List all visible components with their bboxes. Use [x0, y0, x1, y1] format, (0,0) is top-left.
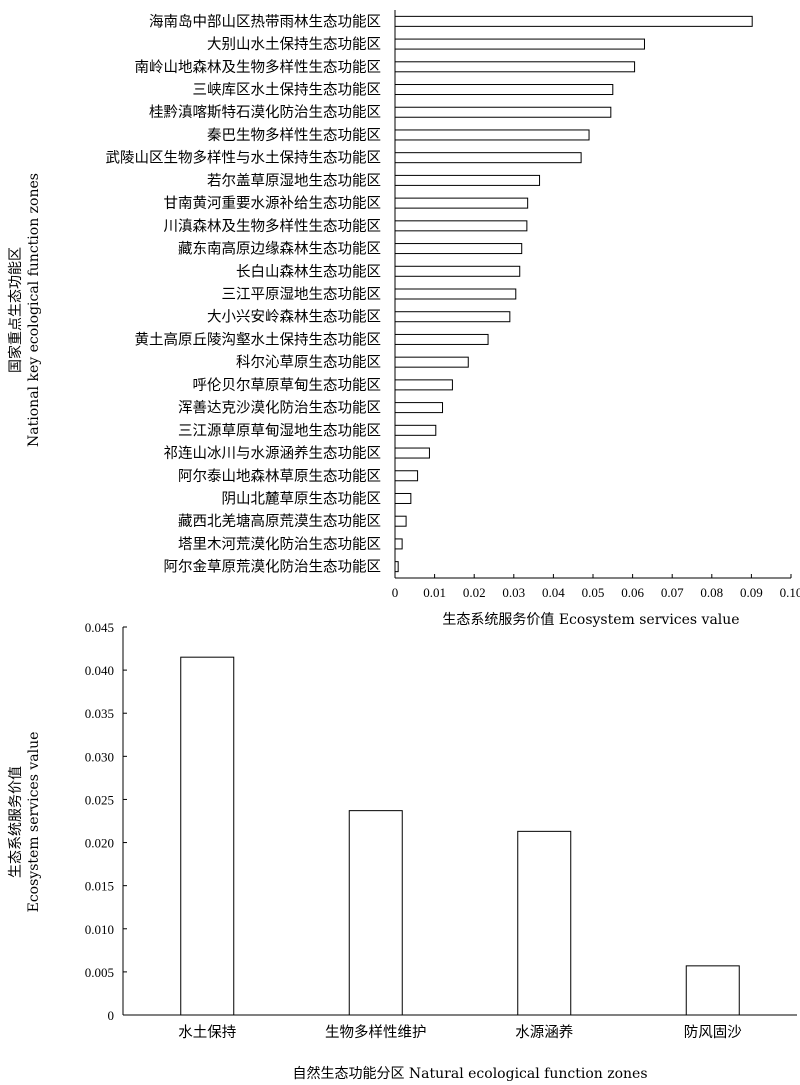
category-label: 若尔盖草原湿地生态功能区	[207, 172, 381, 189]
tick-label: 0.06	[621, 585, 644, 600]
bar	[394, 38, 645, 50]
y-axis-title-en: Ecosystem services value	[26, 732, 42, 913]
bar	[394, 265, 521, 277]
x-axis-title: 自然生态功能分区 Natural ecological function zon…	[292, 1065, 647, 1082]
tick-label: 0.09	[740, 585, 763, 600]
category-label: 南岭山地森林及生物多样性生态功能区	[135, 59, 382, 76]
category-labels: 水土保持 生物多样性维护 水源涵养 防风固沙	[178, 1024, 742, 1041]
bar	[394, 311, 511, 323]
y-ticks: 0 0.005 0.010 0.015 0.020 0.025 0.030 0.035 0.04…	[85, 620, 127, 1023]
category-label: 三江源草原草甸湿地生态功能区	[178, 422, 381, 439]
category-label: 大小兴安岭森林生态功能区	[207, 309, 381, 326]
vertical-bar-chart: 0 0.005 0.010 0.015 0.020 0.025 0.030 0.035 0.04…	[8, 620, 797, 1082]
tick-label: 0.03	[502, 585, 525, 600]
y-axis-title-cn: 国家重点生态功能区	[7, 247, 24, 373]
bar	[394, 538, 403, 550]
bar	[394, 492, 412, 504]
tick-label: 0.07	[661, 585, 684, 600]
tick-label: 0.040	[85, 663, 114, 678]
category-label: 三峡库区水土保持生态功能区	[193, 82, 382, 99]
bar	[348, 810, 403, 1016]
tick-label: 0.010	[85, 922, 114, 937]
tick-label: 0.05	[582, 585, 605, 600]
bar	[394, 424, 437, 436]
category-label: 甘南黄河重要水源补给生态功能区	[164, 195, 382, 212]
category-label: 呼伦贝尔草原草甸生态功能区	[193, 377, 382, 394]
bar	[394, 152, 582, 164]
bar	[394, 243, 523, 255]
bar	[394, 197, 529, 209]
category-label: 藏东南高原边缘森林生态功能区	[178, 241, 381, 258]
category-label: 黄土高原丘陵沟壑水土保持生态功能区	[135, 331, 382, 348]
category-label: 塔里木河荒漠化防治生态功能区	[178, 536, 381, 553]
category-label: 武陵山区生物多样性与水土保持生态功能区	[106, 150, 382, 167]
bar	[685, 965, 740, 1016]
bar	[394, 174, 541, 186]
tick-label: 0.08	[700, 585, 723, 600]
horizontal-bar-chart: 海南岛中部山区热带雨林生态功能区大别山水土保持生态功能区南岭山地森林及生物多样性…	[7, 10, 800, 628]
bar	[517, 830, 572, 1016]
category-label: 三江平原湿地生态功能区	[222, 286, 382, 303]
category-label: 生物多样性维护	[325, 1024, 427, 1041]
bar	[394, 106, 612, 118]
tick-label: 0.015	[85, 879, 114, 894]
bar	[394, 288, 517, 300]
bar	[394, 379, 453, 391]
category-label: 阴山北麓草原生态功能区	[222, 490, 382, 507]
bar	[394, 220, 528, 232]
category-label: 阿尔泰山地森林草原生态功能区	[178, 468, 381, 485]
bar	[394, 447, 430, 459]
bar	[394, 470, 419, 482]
category-label: 阿尔金草原荒漠化防治生态功能区	[164, 559, 382, 576]
category-label: 秦巴生物多样性生态功能区	[207, 127, 381, 144]
category-label: 水土保持	[178, 1024, 236, 1041]
tick-label: 0.04	[542, 585, 565, 600]
bar	[394, 61, 636, 73]
category-label: 川滇森林及生物多样性生态功能区	[164, 218, 382, 235]
tick-label: 0.020	[85, 836, 114, 851]
bar	[394, 84, 614, 96]
y-axis-title-en: National key ecological function zones	[26, 173, 42, 447]
tick-label: 0.045	[85, 620, 114, 635]
category-label: 海南岛中部山区热带雨林生态功能区	[149, 13, 381, 30]
tick-label: 0.10	[780, 585, 800, 600]
tick-label: 0.02	[463, 585, 486, 600]
tick-label: 0.01	[423, 585, 446, 600]
tick-label: 0.030	[85, 749, 114, 764]
tick-label: 0.035	[85, 706, 114, 721]
bar	[394, 515, 407, 527]
category-label: 科尔沁草原生态功能区	[236, 354, 381, 371]
tick-label: 0.025	[85, 792, 114, 807]
bar	[394, 15, 753, 27]
category-label: 祁连山冰川与水源涵养生态功能区	[164, 445, 382, 462]
y-axis-title-cn: 生态系统服务价值	[8, 766, 24, 878]
x-axis-title: 生态系统服务价值 Ecosystem services value	[442, 612, 739, 628]
category-label: 防风固沙	[684, 1024, 742, 1041]
category-label: 浑善达克沙漠化防治生态功能区	[178, 400, 381, 417]
bars-group	[394, 15, 753, 573]
category-label: 水源涵养	[515, 1024, 573, 1041]
bar	[394, 356, 469, 368]
category-label: 藏西北羌塘高原荒漠生态功能区	[178, 513, 381, 530]
bar	[394, 333, 489, 345]
category-label: 大别山水土保持生态功能区	[207, 36, 381, 53]
category-label: 长白山森林生态功能区	[236, 263, 381, 280]
category-label: 桂黔滇喀斯特石漠化防治生态功能区	[149, 104, 381, 121]
category-labels: 海南岛中部山区热带雨林生态功能区大别山水土保持生态功能区南岭山地森林及生物多样性…	[106, 13, 382, 575]
bar	[394, 129, 590, 141]
tick-label: 0	[108, 1008, 115, 1023]
tick-label: 0	[392, 585, 399, 600]
x-ticks: 0 0.01 0.02 0.03 0.04 0.05 0.06 0.07 0.08 0.09 0.1…	[392, 574, 800, 600]
bar	[180, 656, 235, 1016]
tick-label: 0.005	[85, 965, 114, 980]
bars-group	[180, 656, 740, 1016]
bar	[394, 402, 444, 414]
